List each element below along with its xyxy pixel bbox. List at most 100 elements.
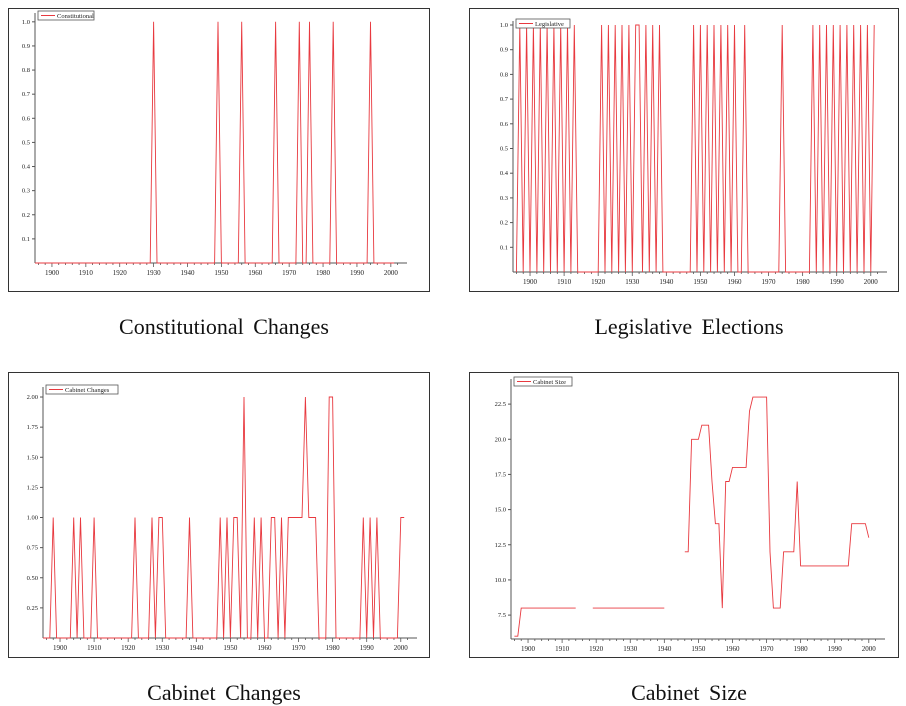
constitutional-y-tick-label: 0.8 (22, 67, 30, 74)
cabinet-size-x-tick-label: 1970 (760, 645, 775, 653)
cabinet-size-x-tick-label: 1960 (725, 645, 740, 653)
legislative-series-line (515, 24, 875, 273)
cabinet-changes-x-tick-label: 1980 (326, 644, 341, 652)
legislative-y-tick-label: 0.3 (500, 195, 508, 202)
constitutional-x-tick-label: 1970 (282, 269, 297, 277)
cabinet-changes-x-tick-label: 1920 (121, 644, 136, 652)
legislative-y-tick-label: 0.6 (500, 121, 509, 128)
cabinet-size-y-tick-label: 15.0 (495, 507, 506, 514)
cabinet-changes-x-tick-label: 2000 (394, 644, 409, 652)
cabinet-changes-x-tick-label: 1950 (223, 644, 238, 652)
cabinet-size-x-tick-label: 1950 (691, 645, 706, 653)
legislative-x-tick-label: 1950 (693, 278, 708, 286)
constitutional-chart: 0.1 0.2 0.3 0.4 0.5 0.6 0.7 0.8 0.9 1.0 1900 1910 19… (22, 10, 407, 277)
cabinet-size-legend-label: Cabinet Size (533, 379, 566, 386)
legislative-x-tick-label: 1940 (659, 278, 674, 286)
cabinet-changes-chart-panel: 0.25 0.50 0.75 1.00 1.25 1.50 1.75 2.00 1900 1910… (8, 372, 430, 658)
legislative-caption: Legislative Elections (594, 314, 784, 339)
constitutional-y-tick-label: 0.1 (22, 236, 30, 243)
cabinet-size-y-tick-label: 17.5 (495, 471, 506, 478)
legislative-x-tick-label: 2000 (864, 278, 879, 286)
cabinet-changes-x-tick-label: 1940 (189, 644, 204, 652)
cabinet-size-y-tick-label: 20.0 (495, 436, 506, 443)
cabinet-changes-legend-box (45, 384, 119, 395)
cabinet-size-y-tick-label: 12.5 (495, 542, 506, 549)
constitutional-x-tick-label: 1940 (181, 269, 196, 277)
cabinet-changes-legend-label: Cabinet Changes (65, 387, 110, 394)
constitutional-y-tick-label: 0.4 (22, 164, 31, 171)
constitutional-x-tick-label: 1960 (248, 269, 263, 277)
cabinet-size-x-tick-label: 1910 (555, 645, 570, 653)
cabinet-changes-y-tick-label: 1.75 (27, 424, 38, 431)
cabinet-size-y-tick-label: 10.0 (495, 577, 506, 584)
cabinet-size-x-tick-label: 1940 (657, 645, 672, 653)
constitutional-y-tick-label: 0.3 (22, 188, 30, 195)
cabinet-size-x-tick-label: 2000 (862, 645, 877, 653)
constitutional-x-tick-label: 1920 (113, 269, 128, 277)
legislative-x-tick-label: 1980 (796, 278, 811, 286)
cabinet-changes-x-tick-label: 1960 (257, 644, 272, 652)
constitutional-y-tick-label: 1.0 (22, 19, 30, 26)
constitutional-x-tick-label: 1910 (79, 269, 94, 277)
constitutional-y-tick-label: 0.7 (22, 91, 31, 98)
cabinet-size-x-tick-label: 1990 (828, 645, 843, 653)
legislative-chart: 0.1 0.2 0.3 0.4 0.5 0.6 0.7 0.8 0.9 1.0 1900 1910 19… (500, 18, 887, 286)
legislative-chart-panel: 0.1 0.2 0.3 0.4 0.5 0.6 0.7 0.8 0.9 1.0 1900 1910 19… (469, 8, 899, 292)
legislative-legend-box (515, 18, 571, 29)
legislative-y-tick-label: 0.7 (500, 96, 509, 103)
constitutional-y-tick-label: 0.5 (22, 139, 30, 146)
cabinet-changes-caption: Cabinet Changes (147, 680, 301, 705)
cabinet-size-y-tick-label: 22.5 (495, 401, 506, 408)
legislative-y-tick-label: 0.4 (500, 170, 509, 177)
legislative-x-tick-label: 1960 (727, 278, 742, 286)
cabinet-changes-y-tick-label: 0.25 (27, 605, 38, 612)
legislative-y-tick-label: 1.0 (500, 22, 508, 29)
constitutional-x-tick-label: 1950 (214, 269, 229, 277)
constitutional-x-tick-label: 2000 (384, 269, 399, 277)
cabinet-changes-y-tick-label: 0.50 (27, 575, 38, 582)
constitutional-legend-box (37, 10, 95, 21)
cabinet-changes-x-tick-label: 1900 (53, 644, 68, 652)
constitutional-y-tick-label: 0.2 (22, 212, 30, 219)
constitutional-chart-panel: 0.1 0.2 0.3 0.4 0.5 0.6 0.7 0.8 0.9 1.0 1900 1910 19… (8, 8, 430, 292)
cabinet-changes-chart: 0.25 0.50 0.75 1.00 1.25 1.50 1.75 2.00 1900 1910… (27, 384, 417, 652)
legislative-legend-label: Legislative (535, 21, 564, 28)
legislative-x-tick-label: 1990 (830, 278, 845, 286)
legislative-x-tick-label: 1920 (591, 278, 606, 286)
legislative-y-tick-label: 0.2 (500, 220, 508, 227)
cabinet-size-x-tick-label: 1930 (623, 645, 638, 653)
legislative-y-tick-label: 0.5 (500, 146, 508, 153)
legislative-x-tick-label: 1900 (523, 278, 538, 286)
cabinet-size-chart: 7.5 10.0 12.5 15.0 17.5 20.0 22.5 1900 1910 1920 1… (495, 376, 885, 653)
cabinet-size-caption: Cabinet Size (631, 680, 747, 705)
cabinet-changes-y-tick-label: 1.25 (27, 484, 38, 491)
legislative-x-tick-label: 1910 (557, 278, 572, 286)
cabinet-size-x-tick-label: 1980 (794, 645, 809, 653)
cabinet-changes-x-tick-label: 1930 (155, 644, 170, 652)
constitutional-series-line (35, 21, 395, 264)
cabinet-size-series-line (514, 607, 576, 637)
constitutional-legend-label: Constitutional (57, 13, 94, 20)
cabinet-size-series-line (684, 396, 870, 609)
cabinet-changes-x-tick-label: 1970 (292, 644, 307, 652)
cabinet-changes-y-tick-label: 0.75 (27, 545, 38, 552)
cabinet-size-legend-box (513, 376, 573, 387)
constitutional-x-tick-label: 1930 (147, 269, 162, 277)
legislative-y-tick-label: 0.9 (500, 47, 508, 54)
cabinet-size-x-tick-label: 1900 (521, 645, 536, 653)
constitutional-y-tick-label: 0.9 (22, 43, 30, 50)
cabinet-changes-series-line (43, 396, 405, 639)
legislative-x-tick-label: 1930 (625, 278, 640, 286)
constitutional-x-tick-label: 1990 (350, 269, 365, 277)
legislative-y-tick-label: 0.1 (500, 244, 508, 251)
cabinet-changes-x-tick-label: 1910 (87, 644, 102, 652)
cabinet-size-x-tick-label: 1920 (589, 645, 604, 653)
constitutional-x-tick-label: 1980 (316, 269, 331, 277)
cabinet-changes-y-tick-label: 1.50 (27, 454, 38, 461)
constitutional-y-tick-label: 0.6 (22, 115, 31, 122)
legislative-x-tick-label: 1970 (762, 278, 777, 286)
cabinet-size-chart-panel: 7.5 10.0 12.5 15.0 17.5 20.0 22.5 1900 1910 1920 1… (469, 372, 899, 658)
legislative-y-tick-label: 0.8 (500, 71, 508, 78)
cabinet-changes-y-tick-label: 1.00 (27, 515, 38, 522)
cabinet-size-y-tick-label: 7.5 (498, 612, 506, 619)
